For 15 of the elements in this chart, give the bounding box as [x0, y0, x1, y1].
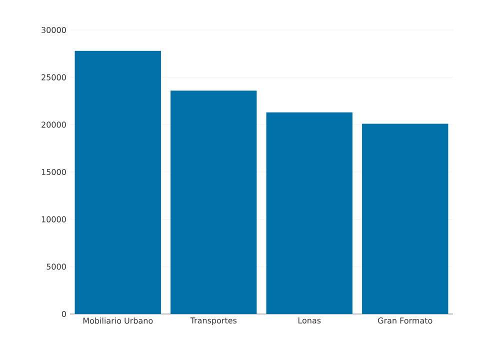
y-tick-label: 20000	[42, 122, 66, 128]
y-tick-label: 15000	[42, 168, 66, 176]
x-tick-label: Lonas	[298, 318, 321, 324]
y-tick-label: 10000	[42, 216, 66, 222]
x-tick-label: Gran Formato	[378, 318, 432, 324]
bar	[74, 50, 161, 314]
y-tick-label: 25000	[42, 74, 66, 80]
x-tick-label: Transportes	[190, 318, 237, 326]
bar	[170, 90, 257, 314]
bar	[362, 124, 448, 314]
bar	[266, 112, 352, 314]
y-tick-label: 30000	[42, 26, 66, 34]
y-tick-label: 5000	[46, 264, 66, 270]
y-tick-label: 0	[62, 310, 66, 318]
x-tick-label: Mobiliario Urbano	[83, 318, 153, 324]
